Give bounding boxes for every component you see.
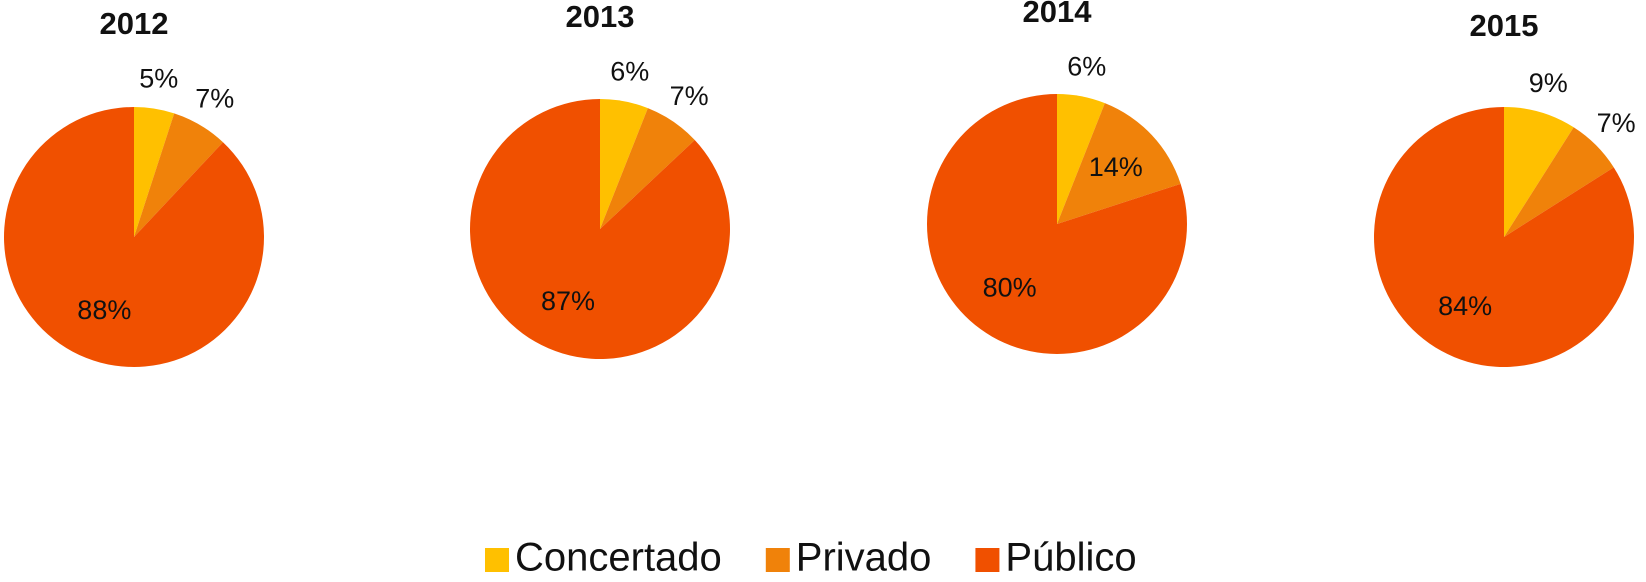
pie-slice [1504,107,1574,237]
data-label: 5% [139,63,178,93]
data-label: 9% [1529,68,1568,98]
chart-title: 2012 [100,6,169,41]
legend-swatch [485,548,509,572]
legend-label: Concertado [515,536,722,580]
legend-label: Público [1005,536,1136,580]
data-label: 6% [1067,51,1106,81]
legend-swatch [975,548,1000,572]
data-label: 7% [670,81,709,111]
chart-title: 2015 [1470,8,1539,43]
legend-swatch [765,548,790,572]
legend-label: Privado [796,536,932,580]
data-label: 7% [1597,108,1636,138]
pie-slice [1057,94,1105,224]
pie-slice [1057,103,1181,224]
data-label: 88% [77,295,131,325]
pie-slice [600,99,648,229]
pie-slice [134,107,175,237]
pie-slice [134,113,223,237]
pie-slice [600,108,695,229]
pie-slice [470,99,730,359]
data-label: 6% [610,56,649,86]
data-label: 87% [541,286,595,316]
pie-slice [926,94,1187,355]
pie-slice [1504,127,1614,237]
data-label: 7% [195,84,234,114]
data-label: 14% [1089,152,1143,182]
chart-title: 2013 [566,0,635,34]
data-label: 84% [1438,291,1492,321]
chart-title: 2014 [1023,0,1093,29]
pie-slice [1373,107,1634,367]
pie-slice [3,107,265,367]
data-label: 80% [983,272,1037,302]
